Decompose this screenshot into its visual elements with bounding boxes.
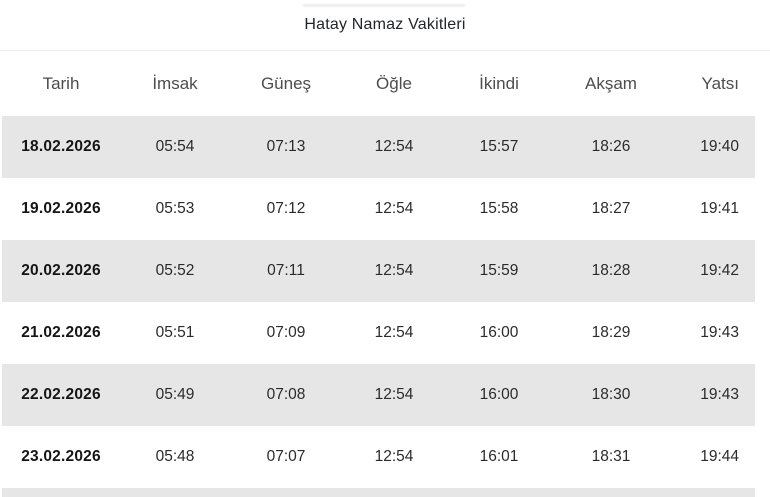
time-cell: 15:57 [479, 138, 519, 155]
date-cell: 22.02.2026 [21, 386, 101, 403]
column-header: Öğle [342, 52, 446, 116]
time-cell: 18:27 [591, 200, 631, 217]
time-cell: 05:48 [155, 448, 195, 465]
time-cell: 12:54 [374, 324, 414, 341]
time-cell: 19:43 [700, 324, 739, 341]
date-cell: 20.02.2026 [21, 262, 101, 279]
partial-next-row [2, 488, 755, 497]
cropped-content-remnant [303, 4, 465, 7]
time-cell: 05:52 [155, 262, 195, 279]
time-cell: 12:54 [374, 262, 414, 279]
time-cell: 07:08 [266, 386, 306, 403]
time-cell: 19:44 [700, 448, 739, 465]
time-cell: 18:31 [591, 448, 631, 465]
time-cell: 16:01 [479, 448, 519, 465]
page-title: Hatay Namaz Vakitleri [304, 16, 466, 33]
time-cell: 19:40 [700, 138, 739, 155]
time-cell: 16:00 [479, 324, 519, 341]
table-row: 19.02.2026 05:53 07:12 12:54 15:58 18:27 19:41 [2, 178, 755, 240]
time-cell: 07:11 [267, 262, 305, 279]
date-cell: 18.02.2026 [21, 138, 101, 155]
time-cell: 15:58 [479, 200, 519, 217]
column-header: Güneş [230, 52, 342, 116]
time-cell: 15:59 [479, 262, 519, 279]
column-header: Akşam [552, 52, 670, 116]
table-header-row: Tarih İmsak Güneş Öğle İkindi Akşam Yatsı [2, 52, 755, 116]
time-cell: 18:29 [591, 324, 631, 341]
table-row: 22.02.2026 05:49 07:08 12:54 16:00 18:30 19:43 [2, 364, 755, 426]
table-row: 18.02.2026 05:54 07:13 12:54 15:57 18:26 19:40 [2, 116, 755, 178]
time-cell: 05:53 [155, 200, 195, 217]
time-cell: 07:09 [266, 324, 306, 341]
date-cell: 21.02.2026 [21, 324, 101, 341]
time-cell: 07:13 [266, 138, 306, 155]
time-cell: 07:12 [266, 200, 306, 217]
table-row: 21.02.2026 05:51 07:09 12:54 16:00 18:29 19:43 [2, 302, 755, 364]
time-cell: 12:54 [374, 138, 414, 155]
time-cell: 16:00 [479, 386, 519, 403]
column-header: Tarih [2, 52, 120, 116]
time-cell: 12:54 [374, 386, 414, 403]
table-row: 20.02.2026 05:52 07:11 12:54 15:59 18:28 19:42 [2, 240, 755, 302]
table-row: 23.02.2026 05:48 07:07 12:54 16:01 18:31 19:44 [2, 426, 755, 488]
time-cell: 05:54 [155, 138, 195, 155]
column-header: Yatsı [670, 52, 755, 116]
time-cell: 12:54 [374, 448, 414, 465]
table-title-bar: Hatay Namaz Vakitleri [0, 0, 770, 51]
column-header: İkindi [446, 52, 552, 116]
column-header: İmsak [120, 52, 230, 116]
time-cell: 18:26 [591, 138, 631, 155]
time-cell: 12:54 [374, 200, 414, 217]
time-cell: 18:30 [591, 386, 631, 403]
time-cell: 05:49 [155, 386, 195, 403]
time-cell: 18:28 [591, 262, 631, 279]
time-cell: 19:43 [700, 386, 739, 403]
prayer-times-table: Tarih İmsak Güneş Öğle İkindi Akşam Yatsı 18.0… [2, 52, 755, 488]
date-cell: 23.02.2026 [21, 448, 101, 465]
time-cell: 05:51 [155, 324, 195, 341]
time-cell: 07:07 [266, 448, 306, 465]
time-cell: 19:41 [700, 200, 739, 217]
time-cell: 19:42 [700, 262, 739, 279]
date-cell: 19.02.2026 [21, 200, 101, 217]
